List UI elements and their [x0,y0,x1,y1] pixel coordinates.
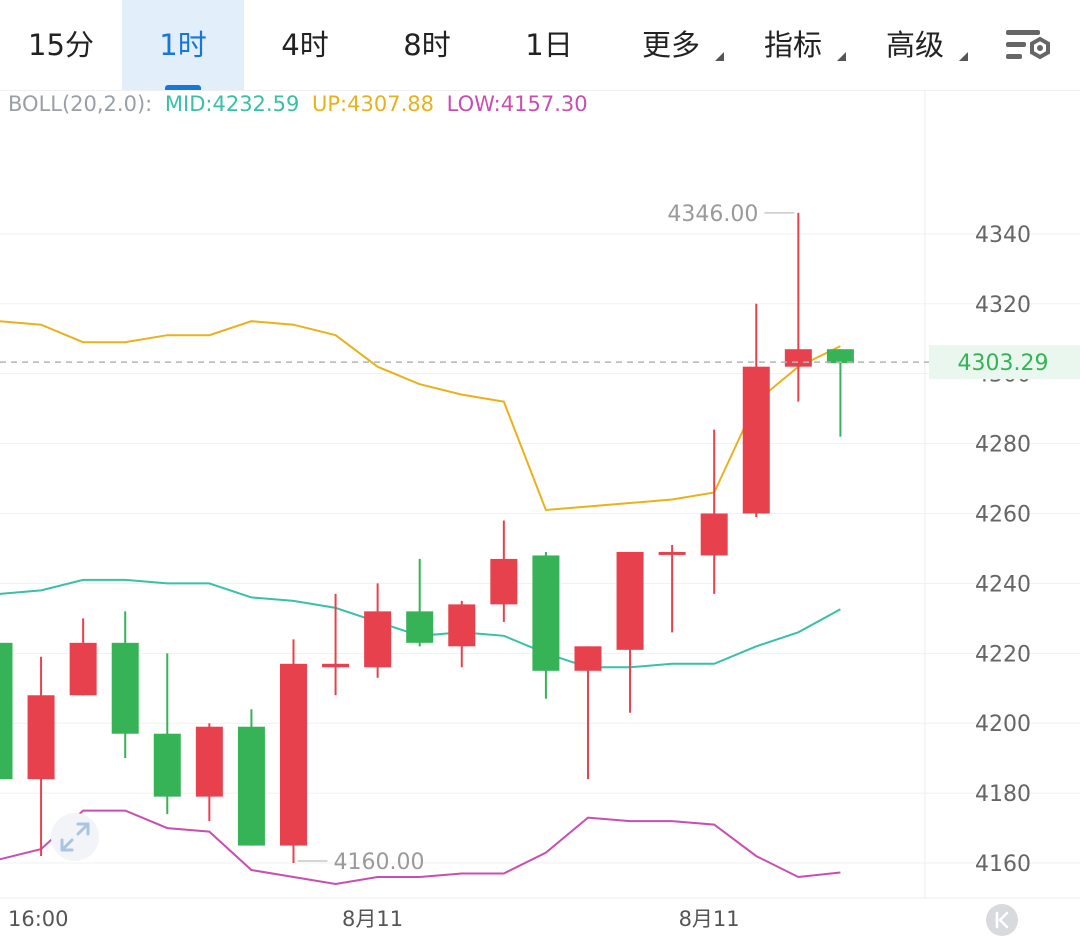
tab-label: 高级 [885,28,944,62]
candles [0,212,854,864]
boll-upper-line [0,320,841,512]
candle [153,653,181,815]
tab-label: 15分 [28,28,94,62]
x-tick-label: 8月11 [342,907,403,931]
boll-up-value: UP:4307.88 [312,92,434,116]
candle-body [27,695,55,780]
candle-body [406,611,434,643]
candle [700,429,728,594]
candle-body [532,555,560,671]
candle [406,558,434,647]
candle-body [111,642,139,734]
y-tick-label: 4200 [975,712,1031,737]
timeframe-tabs: 15分 1时 4时 8时 1日 更多 指标 高级 [0,0,1080,91]
candle-body [490,558,518,605]
candle [0,642,13,780]
price-axis: 4160418042004220424042604280430043204340 [975,223,1031,877]
tab-7[interactable]: 高级 [854,0,976,90]
y-tick-label: 4160 [975,852,1031,877]
tab-0[interactable]: 15分 [0,0,122,90]
tab-2[interactable]: 4时 [244,0,366,90]
candle-body [0,642,13,780]
candle [658,544,686,633]
candle-body [322,663,350,668]
candle-body [700,513,728,556]
candle [364,583,392,678]
candle-body [195,726,223,797]
candle [742,303,770,517]
expand-icon[interactable] [50,812,100,862]
dropdown-triangle-icon [959,52,968,61]
last-price-tag [929,345,1080,380]
y-tick-label: 4220 [975,642,1031,667]
dropdown-triangle-icon [837,52,846,61]
candle [448,600,476,668]
y-tick-label: 4240 [975,572,1031,597]
tab-label: 1时 [159,28,207,62]
candle [490,520,518,622]
chart-settings-icon[interactable] [990,22,1060,68]
candle [27,656,55,857]
tab-label: 指标 [763,28,822,62]
y-tick-label: 4320 [975,293,1031,318]
collapse-left-icon[interactable] [985,903,1019,937]
candle-body [69,642,97,696]
candle-body [742,366,770,514]
x-tick-label: 16:00 [8,907,69,931]
candle [237,709,265,846]
candle [826,349,854,437]
time-axis: 16:00 8月11 8月11 [8,907,740,931]
candle-body [826,349,854,364]
candle [111,611,139,759]
max-price-label: 4346.00 [667,202,758,227]
candle [574,646,602,780]
y-tick-label: 4260 [975,502,1031,527]
y-tick-label: 4340 [975,223,1031,248]
y-tick-label: 4280 [975,433,1031,458]
candle-body [616,551,644,650]
dropdown-triangle-icon [715,52,724,61]
candle-body [279,663,307,846]
candle [279,639,307,864]
candle-body [364,611,392,668]
x-tick-label: 8月11 [679,907,740,931]
boll-mid-value: MID:4232.59 [164,92,300,116]
tab-3[interactable]: 8时 [366,0,488,90]
y-tick-label: 4180 [975,782,1031,807]
candle-body [153,733,181,797]
candle-body [658,551,686,555]
tab-4[interactable]: 1日 [488,0,610,90]
candle [322,593,350,696]
price-markers: 4346.00 4160.00 4303.29 [0,202,1080,875]
tab-label: 4时 [281,28,329,62]
candle-body [448,604,476,647]
candle [195,723,223,822]
boll-lower-line [0,809,841,886]
tab-label: 8时 [403,28,451,62]
candle [69,618,97,696]
tab-5[interactable]: 更多 [610,0,732,90]
tab-6[interactable]: 指标 [732,0,854,90]
candle [616,551,644,713]
tab-1[interactable]: 1时 [122,0,244,90]
candle [532,551,560,699]
last-price-label: 4303.29 [958,351,1049,376]
candle-body [574,646,602,671]
min-price-label: 4160.00 [333,850,424,875]
candle-body [237,726,265,846]
tab-label: 1日 [525,28,573,62]
boll-readout: BOLL(20,2.0): MID:4232.59 UP:4307.88 LOW… [8,92,594,116]
tab-label: 更多 [641,28,700,62]
boll-low-value: LOW:4157.30 [446,92,588,116]
candle-body [784,349,812,367]
boll-name: BOLL(20,2.0): [8,92,153,116]
